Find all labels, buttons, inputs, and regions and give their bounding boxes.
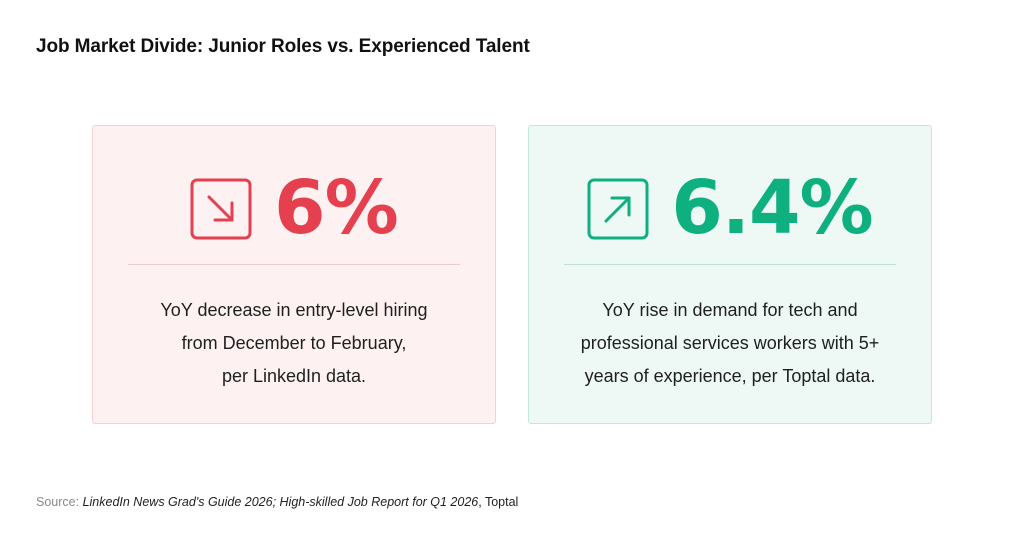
source-titles: LinkedIn News Grad's Guide 2026; High-sk… — [82, 495, 479, 509]
description-line: YoY decrease in entry-level hiring — [160, 300, 428, 320]
entry-level-hiring-card: 6% YoY decrease in entry-level hiring fr… — [92, 125, 496, 424]
stat-description: YoY rise in demand for tech and professi… — [549, 294, 911, 393]
arrow-down-right-icon — [190, 178, 252, 240]
experienced-demand-card: 6.4% YoY rise in demand for tech and pro… — [528, 125, 932, 424]
stat-value: 6% — [274, 165, 399, 251]
arrow-up-right-icon — [587, 178, 649, 240]
stat-row: 6.4% — [529, 171, 931, 246]
description-line: YoY rise in demand for tech and — [602, 300, 858, 320]
description-line: from December to February, — [181, 333, 407, 353]
source-label: Source: — [36, 495, 80, 509]
description-line: years of experience, per Toptal data. — [584, 366, 876, 386]
page-title: Job Market Divide: Junior Roles vs. Expe… — [36, 36, 530, 57]
source-publisher: , Toptal — [478, 495, 519, 509]
description-line: professional services workers with 5+ — [580, 333, 880, 353]
stat-value: 6.4% — [671, 165, 873, 251]
divider — [564, 264, 896, 265]
stat-row: 6% — [93, 171, 495, 246]
stat-description: YoY decrease in entry-level hiring from … — [113, 294, 475, 393]
source-note: Source: LinkedIn News Grad's Guide 2026;… — [36, 495, 518, 509]
divider — [128, 264, 460, 265]
description-line: per LinkedIn data. — [221, 366, 367, 386]
